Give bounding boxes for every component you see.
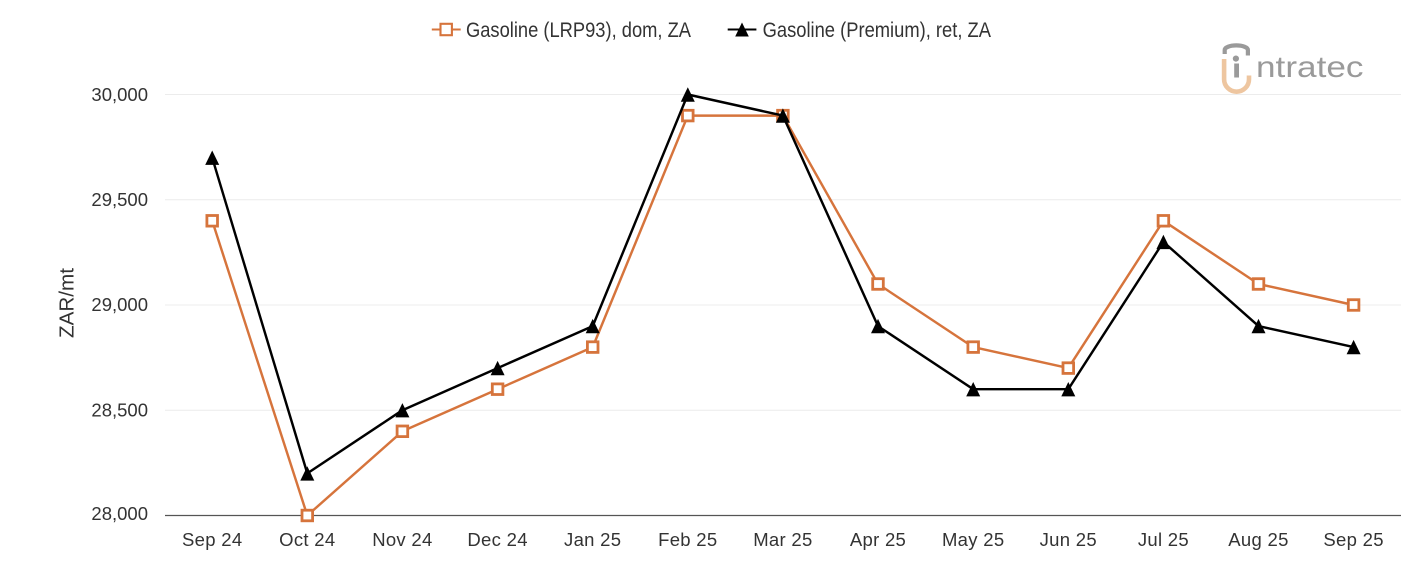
svg-text:Jan 25: Jan 25 bbox=[564, 529, 621, 550]
svg-text:ntratec: ntratec bbox=[1256, 51, 1364, 84]
svg-text:May 25: May 25 bbox=[942, 529, 1004, 550]
svg-text:29,500: 29,500 bbox=[91, 189, 148, 210]
svg-text:Sep 25: Sep 25 bbox=[1323, 529, 1383, 550]
svg-text:Feb 25: Feb 25 bbox=[658, 529, 717, 550]
svg-text:29,000: 29,000 bbox=[91, 294, 148, 315]
svg-text:Aug 25: Aug 25 bbox=[1228, 529, 1288, 550]
svg-text:Sep 24: Sep 24 bbox=[182, 529, 242, 550]
svg-text:Dec 24: Dec 24 bbox=[467, 529, 527, 550]
svg-text:28,500: 28,500 bbox=[91, 400, 148, 421]
svg-text:Apr 25: Apr 25 bbox=[850, 529, 906, 550]
svg-text:Jun 25: Jun 25 bbox=[1040, 529, 1097, 550]
svg-text:Gasoline (LRP93), dom, ZA: Gasoline (LRP93), dom, ZA bbox=[466, 19, 691, 42]
svg-text:28,000: 28,000 bbox=[91, 503, 148, 524]
svg-text:Jul 25: Jul 25 bbox=[1138, 529, 1189, 550]
svg-text:ZAR/mt: ZAR/mt bbox=[57, 268, 79, 338]
svg-text:Gasoline (Premium), ret, ZA: Gasoline (Premium), ret, ZA bbox=[763, 19, 991, 42]
svg-text:30,000: 30,000 bbox=[91, 84, 148, 105]
svg-text:Nov 24: Nov 24 bbox=[372, 529, 432, 550]
svg-text:Oct 24: Oct 24 bbox=[279, 529, 335, 550]
svg-text:Mar 25: Mar 25 bbox=[753, 529, 812, 550]
